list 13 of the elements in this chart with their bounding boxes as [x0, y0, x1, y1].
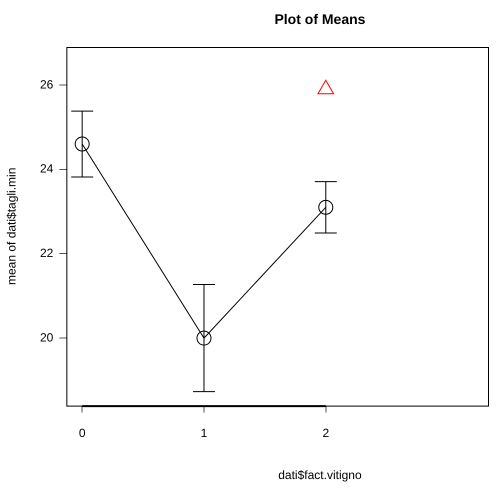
x-tick-label: 1	[200, 426, 208, 440]
y-tick-label: 20	[40, 330, 54, 344]
y-tick-label: 26	[40, 77, 54, 92]
y-axis-title: mean of dati$tagli.min	[4, 168, 18, 286]
x-axis-title: dati$fact.vitigno	[278, 468, 362, 482]
y-tick-label: 24	[40, 162, 54, 176]
x-tick-label: 2	[322, 426, 330, 440]
chart-title: Plot of Means	[274, 10, 366, 27]
x-tick-label: 0	[78, 426, 86, 440]
point	[318, 200, 334, 215]
point	[74, 136, 90, 152]
point	[196, 330, 212, 346]
y-tick-label: 22	[40, 246, 54, 260]
